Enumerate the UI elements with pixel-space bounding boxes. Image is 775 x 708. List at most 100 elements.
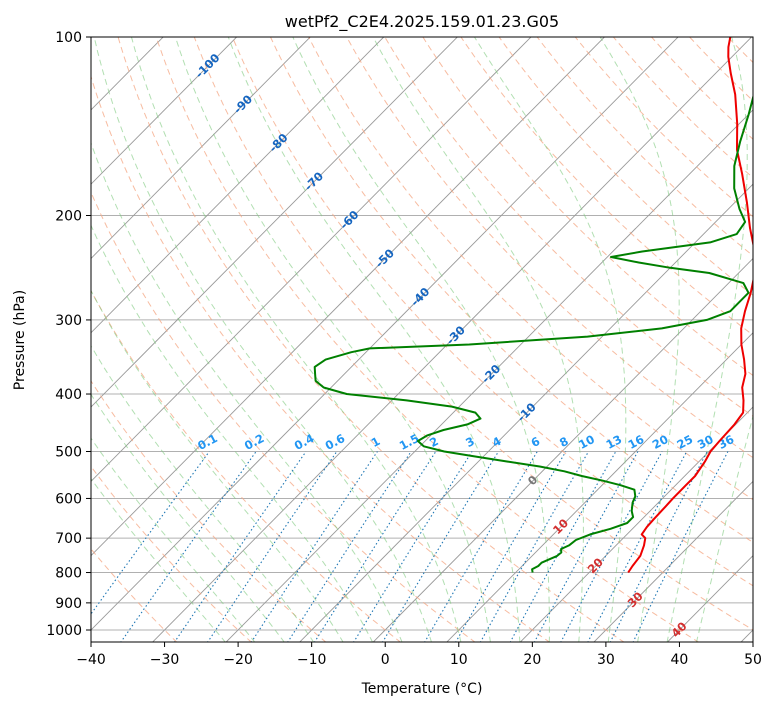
x-tick-label: −30 (150, 652, 180, 668)
dry-adiabat (688, 37, 753, 102)
mixing-ratio-line (533, 451, 639, 642)
mixing-ratio-label: 8 (557, 434, 571, 450)
dry-adiabat (193, 37, 753, 631)
dry-adiabat (727, 37, 753, 64)
mixing-ratio-line (91, 451, 210, 615)
moist-adiabat (666, 37, 748, 642)
moist-adiabat (696, 414, 753, 642)
dry-adiabat (91, 380, 327, 642)
mixing-ratio-label: 6 (529, 434, 543, 450)
moist-adiabat (292, 37, 550, 642)
isotherm-line (91, 37, 459, 408)
mixing-ratio-line (382, 451, 499, 642)
mixing-ratio-line (314, 451, 437, 642)
y-tick-label: 400 (55, 387, 82, 403)
isotherm-line (372, 257, 753, 642)
y-tick-label: 900 (55, 596, 82, 612)
dry-adiabat (346, 37, 753, 459)
mixing-ratio-label: 13 (604, 432, 625, 452)
mixing-ratio-label: 25 (674, 432, 695, 452)
y-axis-label: Pressure (hPa) (12, 290, 28, 390)
dry-adiabat (498, 37, 753, 296)
moist-adiabat (91, 289, 344, 642)
moist-adiabat (372, 37, 584, 642)
moist-adiabat (473, 37, 627, 642)
dry-adiabat (117, 37, 625, 642)
moist-adiabat (130, 37, 462, 642)
isotherm-line (225, 109, 753, 642)
y-tick-label: 1000 (46, 623, 82, 639)
isotherm-line (91, 37, 311, 260)
mixing-ratio-line (173, 451, 307, 642)
mixing-ratio-label: 0.4 (292, 431, 317, 453)
x-tick-label: 20 (523, 652, 541, 668)
isotherm-line (91, 37, 164, 111)
mixing-ratio-label: 10 (576, 432, 597, 452)
moist-adiabat (91, 477, 226, 642)
background-lines (91, 37, 753, 642)
dry-adiabat (231, 37, 753, 587)
isotherm-line (91, 37, 606, 557)
mixing-ratio-line (287, 451, 412, 642)
y-tick-label: 600 (55, 491, 82, 507)
isotherm-line (91, 37, 532, 483)
x-tick-label: 0 (381, 652, 390, 668)
dry-adiabat (308, 37, 753, 501)
y-axis: 100 200 300 400 500 600 700 800 900 1000 (46, 30, 91, 639)
mixing-ratio-label: 36 (716, 432, 737, 452)
x-tick-label: 30 (597, 652, 615, 668)
y-tick-label: 800 (55, 566, 82, 582)
mixing-ratio-label: 20 (650, 432, 671, 452)
y-tick-label: 100 (55, 30, 82, 46)
x-axis-label: Temperature (°C) (361, 681, 483, 697)
mixing-ratio-label: 0.1 (195, 431, 220, 453)
x-axis: −40 −30 −20 −10 0 10 20 30 40 50 (76, 642, 762, 668)
dry-adiabat (422, 37, 753, 377)
dry-adiabat (536, 37, 753, 257)
mixing-ratio-line (479, 451, 589, 642)
mixing-ratio-label: 3 (463, 434, 477, 450)
dry-adiabat (91, 191, 476, 642)
x-tick-label: −40 (76, 652, 106, 668)
y-tick-label: 700 (55, 531, 82, 547)
dry-adiabat (91, 75, 551, 642)
dry-adiabat (384, 37, 753, 417)
mixing-ratio-label: 1 (369, 434, 383, 450)
dry-adiabat (155, 37, 700, 642)
moist-adiabat (91, 224, 374, 642)
mixing-ratio-line (632, 451, 729, 642)
x-tick-label: 50 (744, 652, 762, 668)
y-tick-label: 300 (55, 313, 82, 329)
mixing-ratio-label: 16 (626, 432, 647, 452)
isotherm-line (299, 183, 753, 642)
moist-adiabat (599, 37, 680, 642)
mixing-ratio-line (560, 451, 663, 642)
x-tick-label: 40 (671, 652, 689, 668)
isotherm-line (152, 37, 753, 642)
moist-adiabat (93, 37, 432, 642)
moist-adiabat (174, 37, 491, 642)
dewpoint-line (313, 93, 753, 573)
plot-frame (90, 36, 754, 643)
y-tick-label: 500 (55, 444, 82, 460)
isotherm-line (91, 37, 238, 185)
x-tick-label: 10 (450, 652, 468, 668)
x-tick-label: −10 (297, 652, 327, 668)
chart-title: wetPf2_C2E4.2025.159.01.23.G05 (285, 12, 559, 32)
mixing-ratio-line (509, 451, 617, 642)
moist-adiabat (91, 437, 256, 642)
profile-series (313, 37, 753, 574)
y-tick-label: 200 (55, 209, 82, 225)
moist-adiabat (227, 37, 521, 642)
moist-adiabat (91, 141, 403, 642)
mixing-ratio-line (250, 451, 378, 642)
isotherm-line (91, 37, 385, 334)
dry-adiabat (91, 289, 402, 642)
moist-adiabat (91, 393, 285, 642)
temperature-line (627, 37, 753, 574)
moist-adiabat (91, 345, 315, 642)
mixing-ratio-label: 30 (695, 432, 716, 452)
isotherm-line (593, 480, 753, 642)
dry-adiabat (269, 37, 753, 543)
